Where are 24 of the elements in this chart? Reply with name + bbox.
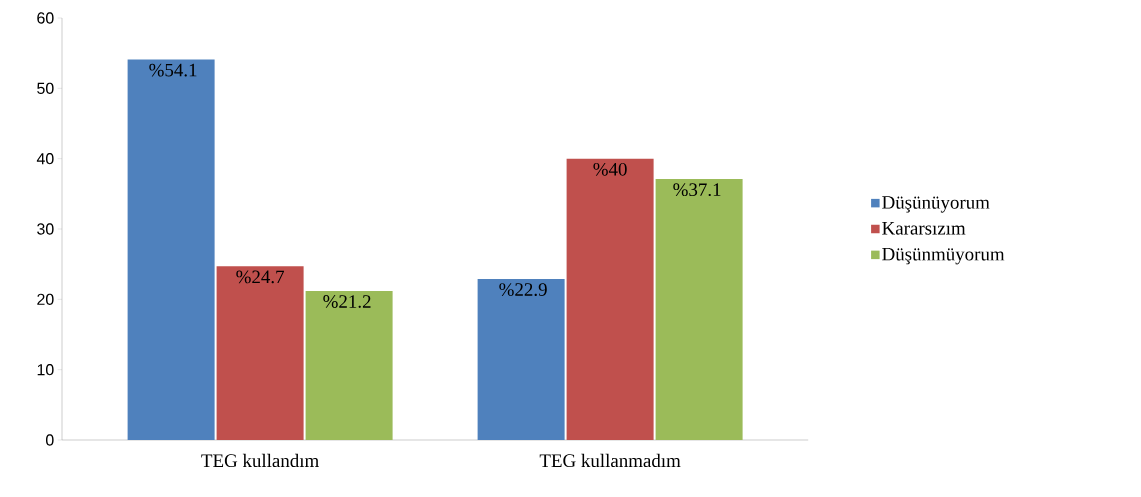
bar [127,59,215,440]
bar [655,179,743,440]
y-tick-label: 0 [45,434,54,446]
data-label: %21.2 [323,295,371,308]
legend-label: Düşünüyorum [882,196,990,213]
y-tick-label: 20 [37,293,54,305]
data-label: %54.1 [149,63,197,77]
data-label: %40 [593,162,627,176]
y-tick-label: 50 [37,82,54,94]
legend-label: Düşünmüyorum [882,247,1005,265]
x-tick-label: TEG kullandım [201,453,319,468]
x-tick-label: TEG kullanmadım [539,453,681,468]
data-label: %24.7 [236,270,285,284]
bar [566,158,654,440]
bar [305,290,393,440]
data-label: %22.9 [499,283,547,296]
y-tick-label: 10 [37,364,54,376]
legend-label: Kararsızım [882,222,966,235]
y-tick-label: 30 [37,223,54,235]
bar [477,278,565,440]
y-tick-label: 40 [36,153,54,165]
data-label: %37.1 [673,183,721,197]
y-tick-label: 60 [37,12,54,24]
bar [216,266,304,440]
